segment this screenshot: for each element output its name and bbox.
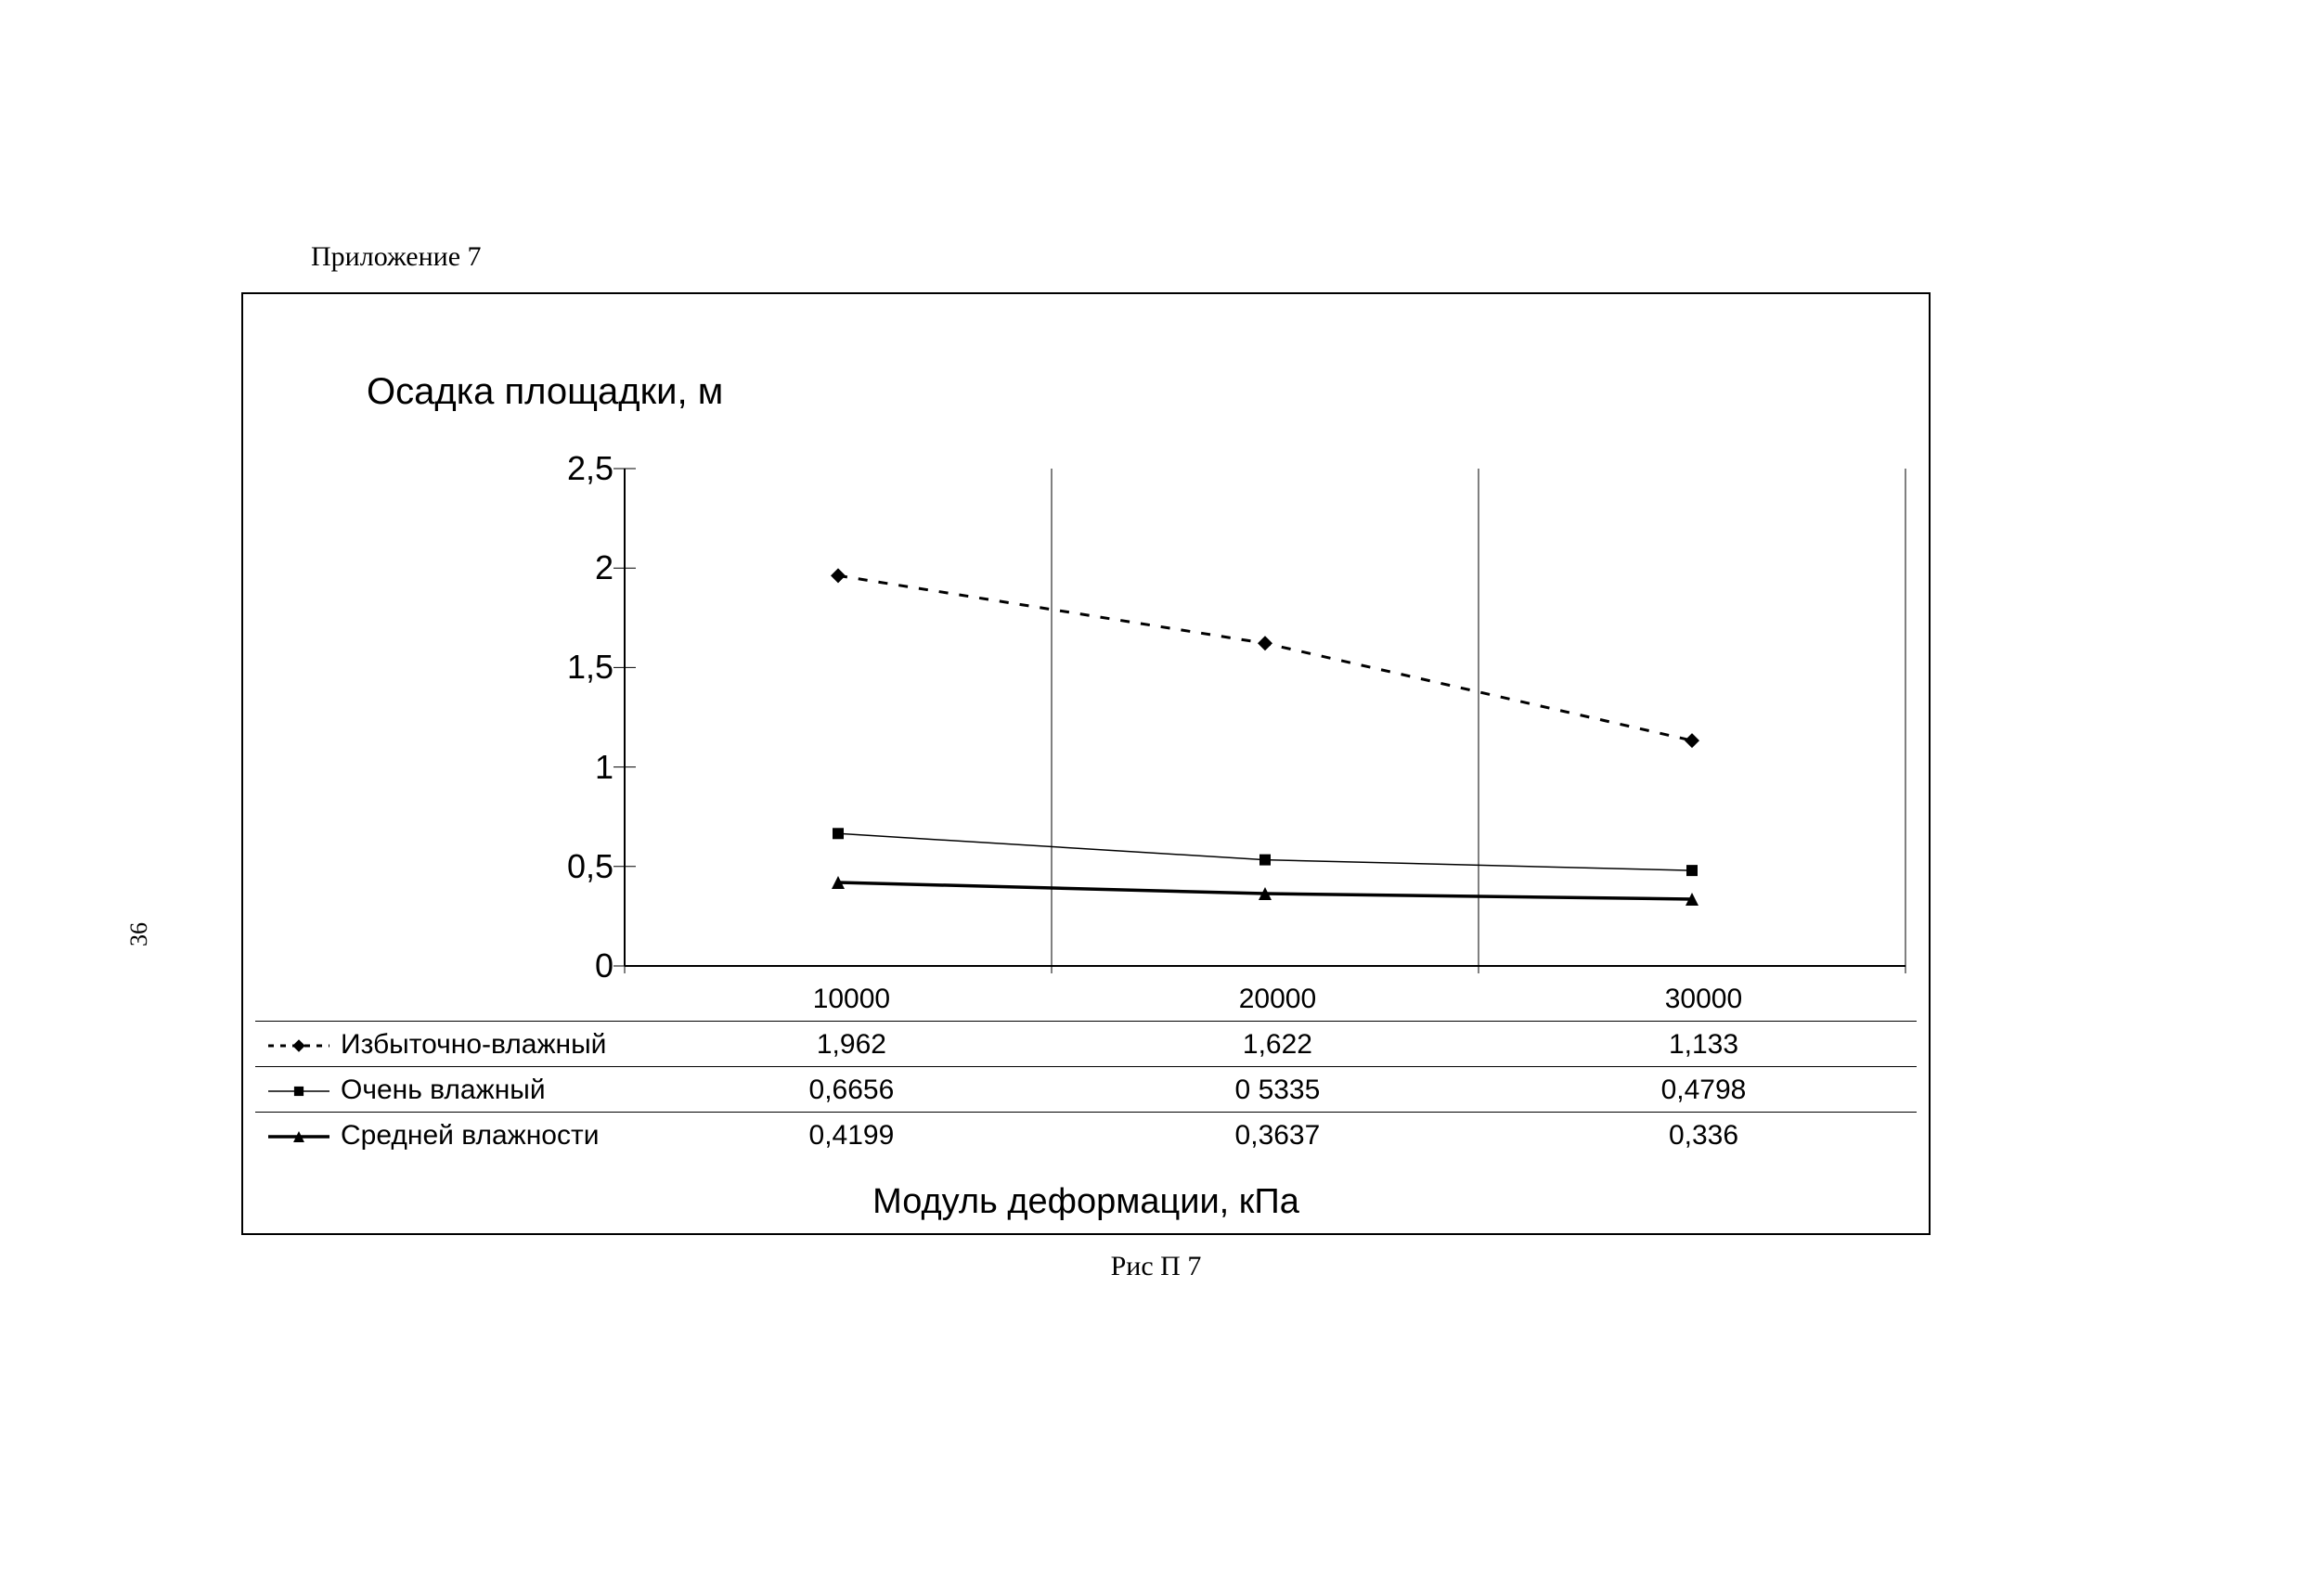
- data-row: Очень влажный0,66560 53350,4798: [255, 1067, 1917, 1113]
- chart-plot: [625, 469, 1905, 966]
- y-tick-label: 1,5: [521, 648, 614, 687]
- page-number-side: 36: [125, 922, 153, 946]
- legend-label: Избыточно-влажный: [341, 1029, 606, 1060]
- y-tick-label: 1: [521, 748, 614, 787]
- appendix-label: Приложение 7: [311, 241, 482, 273]
- data-row: Средней влажности0,41990,36370,336: [255, 1113, 1917, 1158]
- chart-data-table: 100002000030000Избыточно-влажный1,9621,6…: [255, 976, 1917, 1157]
- chart-title: Осадка площадки, м: [367, 371, 723, 413]
- x-axis-title: Модуль деформации, кПа: [241, 1182, 1931, 1222]
- legend-label: Очень влажный: [341, 1075, 546, 1105]
- legend-label: Средней влажности: [341, 1120, 599, 1151]
- data-row: Избыточно-влажный1,9621,6221,133: [255, 1022, 1917, 1067]
- x-tick-row: 100002000030000: [255, 976, 1917, 1022]
- y-tick-label: 2,5: [521, 449, 614, 488]
- figure-caption: Рис П 7: [0, 1251, 2312, 1282]
- y-tick-label: 2: [521, 548, 614, 587]
- y-tick-label: 0,5: [521, 847, 614, 886]
- page: 36 Приложение 7 Осадка площадки, м 00,51…: [0, 0, 2312, 1596]
